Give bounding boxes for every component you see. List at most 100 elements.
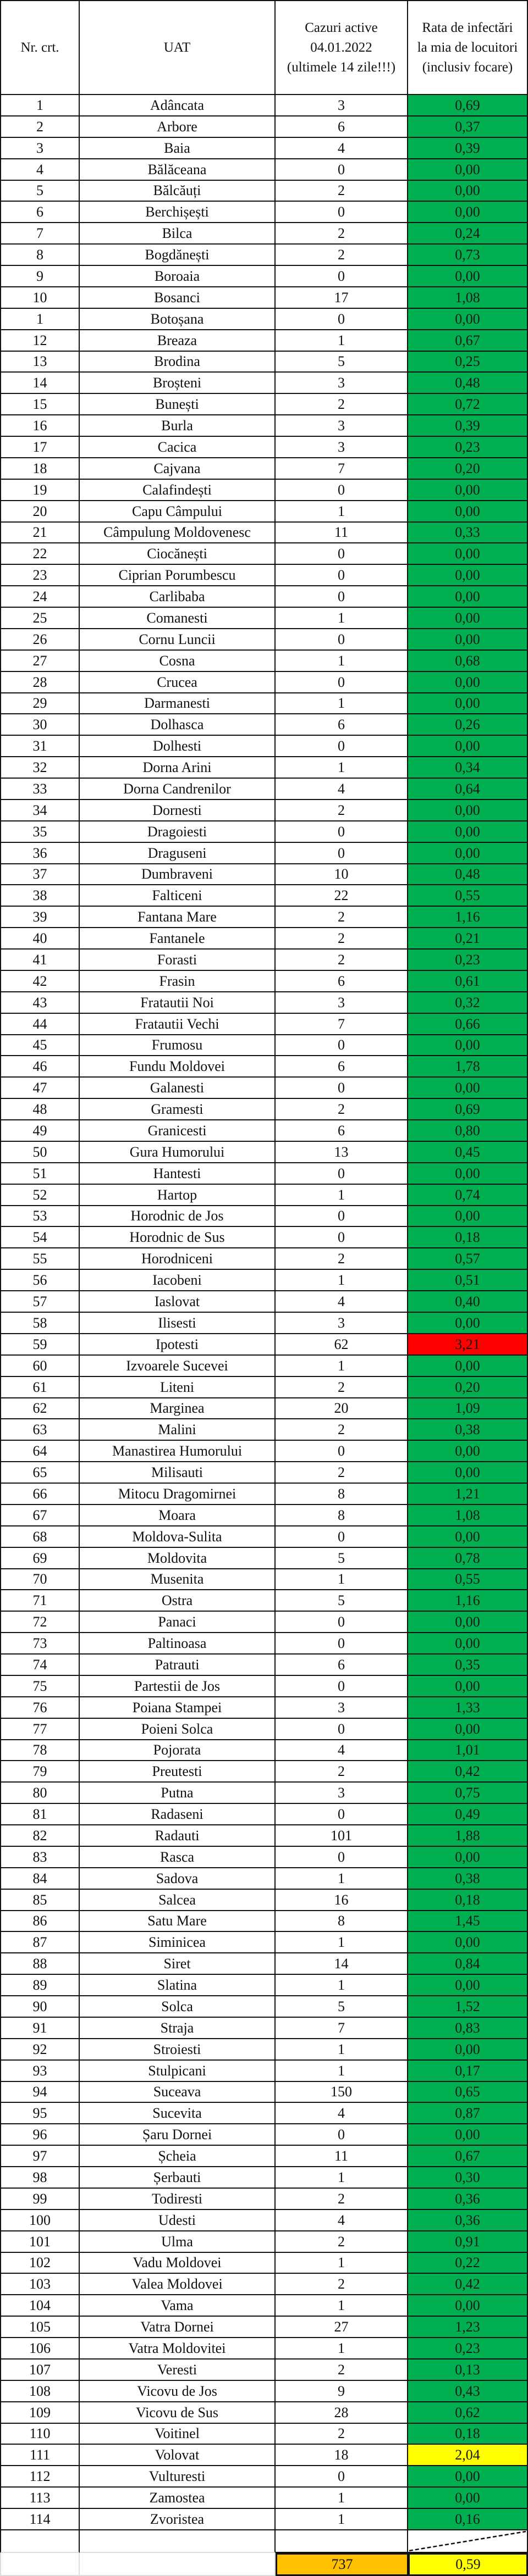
header-cases-line: Cazuri active [305, 20, 378, 35]
table-row: 99 Todiresti 2 0,36 [0, 2189, 528, 2210]
uat-name: Iaslovat [80, 1291, 276, 1313]
row-number: 102 [0, 2253, 80, 2274]
infection-rate: 0,00 [408, 1163, 528, 1185]
uat-name: Partestii de Jos [80, 1676, 276, 1697]
infection-rate: 1,78 [408, 1056, 528, 1078]
active-cases: 13 [276, 1142, 408, 1163]
row-number: 35 [0, 821, 80, 843]
infection-rate: 2,04 [408, 2445, 528, 2466]
uat-name: Cosna [80, 651, 276, 672]
infection-rate: 0,21 [408, 928, 528, 950]
infection-rate: 0,00 [408, 202, 528, 223]
infection-rate: 0,20 [408, 1377, 528, 1398]
row-number: 83 [0, 1847, 80, 1868]
row-number: 48 [0, 1099, 80, 1120]
row-number: 38 [0, 885, 80, 907]
row-number: 49 [0, 1120, 80, 1142]
infection-rate: 0,18 [408, 1227, 528, 1248]
infection-rate: 0,37 [408, 116, 528, 138]
uat-name: Moldova-Sulita [80, 1526, 276, 1548]
table-row: 13 Brodina 5 0,25 [0, 352, 528, 373]
infection-rate: 0,49 [408, 1804, 528, 1825]
active-cases: 0 [276, 309, 408, 330]
infection-rate: 0,00 [408, 2488, 528, 2509]
header-rate-line: la mia de locuitori [417, 40, 518, 55]
infection-rate: 0,00 [408, 1078, 528, 1099]
active-cases: 0 [276, 1676, 408, 1697]
uat-name: Veresti [80, 2360, 276, 2381]
infection-rate: 0,55 [408, 885, 528, 907]
uat-name: Valea Moldovei [80, 2274, 276, 2295]
infection-rate: 0,00 [408, 565, 528, 586]
row-number: 10 [0, 287, 80, 309]
row-number: 92 [0, 2039, 80, 2061]
active-cases: 2 [276, 2189, 408, 2210]
uat-name: Sucevita [80, 2103, 276, 2124]
uat-name: Breaza [80, 330, 276, 352]
uat-name: Suceava [80, 2082, 276, 2103]
header-nr: Nr. crt. [0, 0, 80, 95]
row-number: 27 [0, 651, 80, 672]
row-number: 97 [0, 2146, 80, 2167]
row-number: 114 [0, 2509, 80, 2530]
uat-name: Galanesti [80, 1078, 276, 1099]
blank-cell [0, 2530, 80, 2553]
active-cases: 3 [276, 992, 408, 1014]
uat-name: Poiana Stampei [80, 1697, 276, 1719]
header-cases-line: (ultimele 14 zile!!!) [287, 59, 396, 75]
table-row: 67 Moara 8 1,08 [0, 1505, 528, 1526]
active-cases: 2 [276, 2360, 408, 2381]
table-row: 2 Arbore 6 0,37 [0, 116, 528, 138]
table-row: 55 Horodniceni 2 0,57 [0, 1248, 528, 1270]
row-number: 40 [0, 928, 80, 950]
uat-name: Dolhasca [80, 714, 276, 736]
row-number: 31 [0, 736, 80, 757]
uat-name: Burla [80, 415, 276, 437]
table-row: 44 Fratautii Vechi 7 0,66 [0, 1014, 528, 1035]
active-cases: 1 [276, 501, 408, 523]
active-cases: 22 [276, 885, 408, 907]
infection-rate: 0,00 [408, 1676, 528, 1697]
active-cases: 6 [276, 116, 408, 138]
row-number: 19 [0, 480, 80, 501]
row-number: 113 [0, 2488, 80, 2509]
uat-name: Malini [80, 1419, 276, 1441]
row-number: 33 [0, 779, 80, 800]
row-number: 86 [0, 1911, 80, 1932]
table-row: 49 Granicesti 6 0,80 [0, 1120, 528, 1142]
active-cases: 17 [276, 287, 408, 309]
table-row: 20 Capu Câmpului 1 0,00 [0, 501, 528, 523]
uat-name: Draguseni [80, 843, 276, 864]
blank-cell [80, 2530, 276, 2553]
table-row: 45 Frumosu 0 0,00 [0, 1035, 528, 1056]
row-number: 104 [0, 2295, 80, 2317]
table-row: 5 Bălcăuți 2 0,00 [0, 181, 528, 202]
table-row: 109 Vicovu de Sus 28 0,62 [0, 2402, 528, 2424]
infection-rate: 0,00 [408, 2466, 528, 2488]
active-cases: 11 [276, 523, 408, 543]
row-number: 81 [0, 1804, 80, 1825]
table-row: 10 Bosanci 17 1,08 [0, 287, 528, 309]
uat-name: Milisauti [80, 1462, 276, 1484]
infection-rate: 0,73 [408, 245, 528, 266]
row-number: 89 [0, 1975, 80, 1996]
table-row: 65 Milisauti 2 0,00 [0, 1462, 528, 1484]
infection-rate: 0,80 [408, 1120, 528, 1142]
row-number: 70 [0, 1569, 80, 1590]
active-cases: 101 [276, 1825, 408, 1847]
uat-name: Manastirea Humorului [80, 1441, 276, 1462]
row-number: 73 [0, 1633, 80, 1655]
active-cases: 1 [276, 1356, 408, 1377]
row-number: 84 [0, 1868, 80, 1890]
table-row: 33 Dorna Candrenilor 4 0,64 [0, 779, 528, 800]
infection-rate: 0,42 [408, 2274, 528, 2295]
infection-rate: 0,87 [408, 2103, 528, 2124]
uat-name: Calafindești [80, 480, 276, 501]
infection-rate: 0,33 [408, 523, 528, 543]
table-row: 93 Stulpicani 1 0,17 [0, 2061, 528, 2082]
uat-name: Siminicea [80, 1932, 276, 1953]
infection-rate: 1,88 [408, 1825, 528, 1847]
infection-rate: 0,00 [408, 693, 528, 714]
uat-name: Todiresti [80, 2189, 276, 2210]
uat-name: Rasca [80, 1847, 276, 1868]
